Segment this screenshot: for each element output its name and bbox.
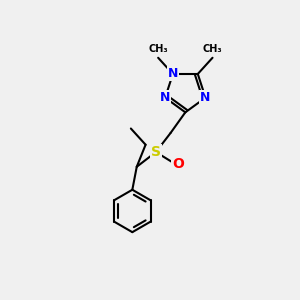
Text: N: N xyxy=(168,68,178,80)
Text: N: N xyxy=(200,91,211,104)
Text: N: N xyxy=(160,91,170,104)
Text: O: O xyxy=(172,157,184,171)
Text: CH₃: CH₃ xyxy=(203,44,222,54)
Text: CH₃: CH₃ xyxy=(148,44,168,54)
Text: S: S xyxy=(151,145,161,159)
